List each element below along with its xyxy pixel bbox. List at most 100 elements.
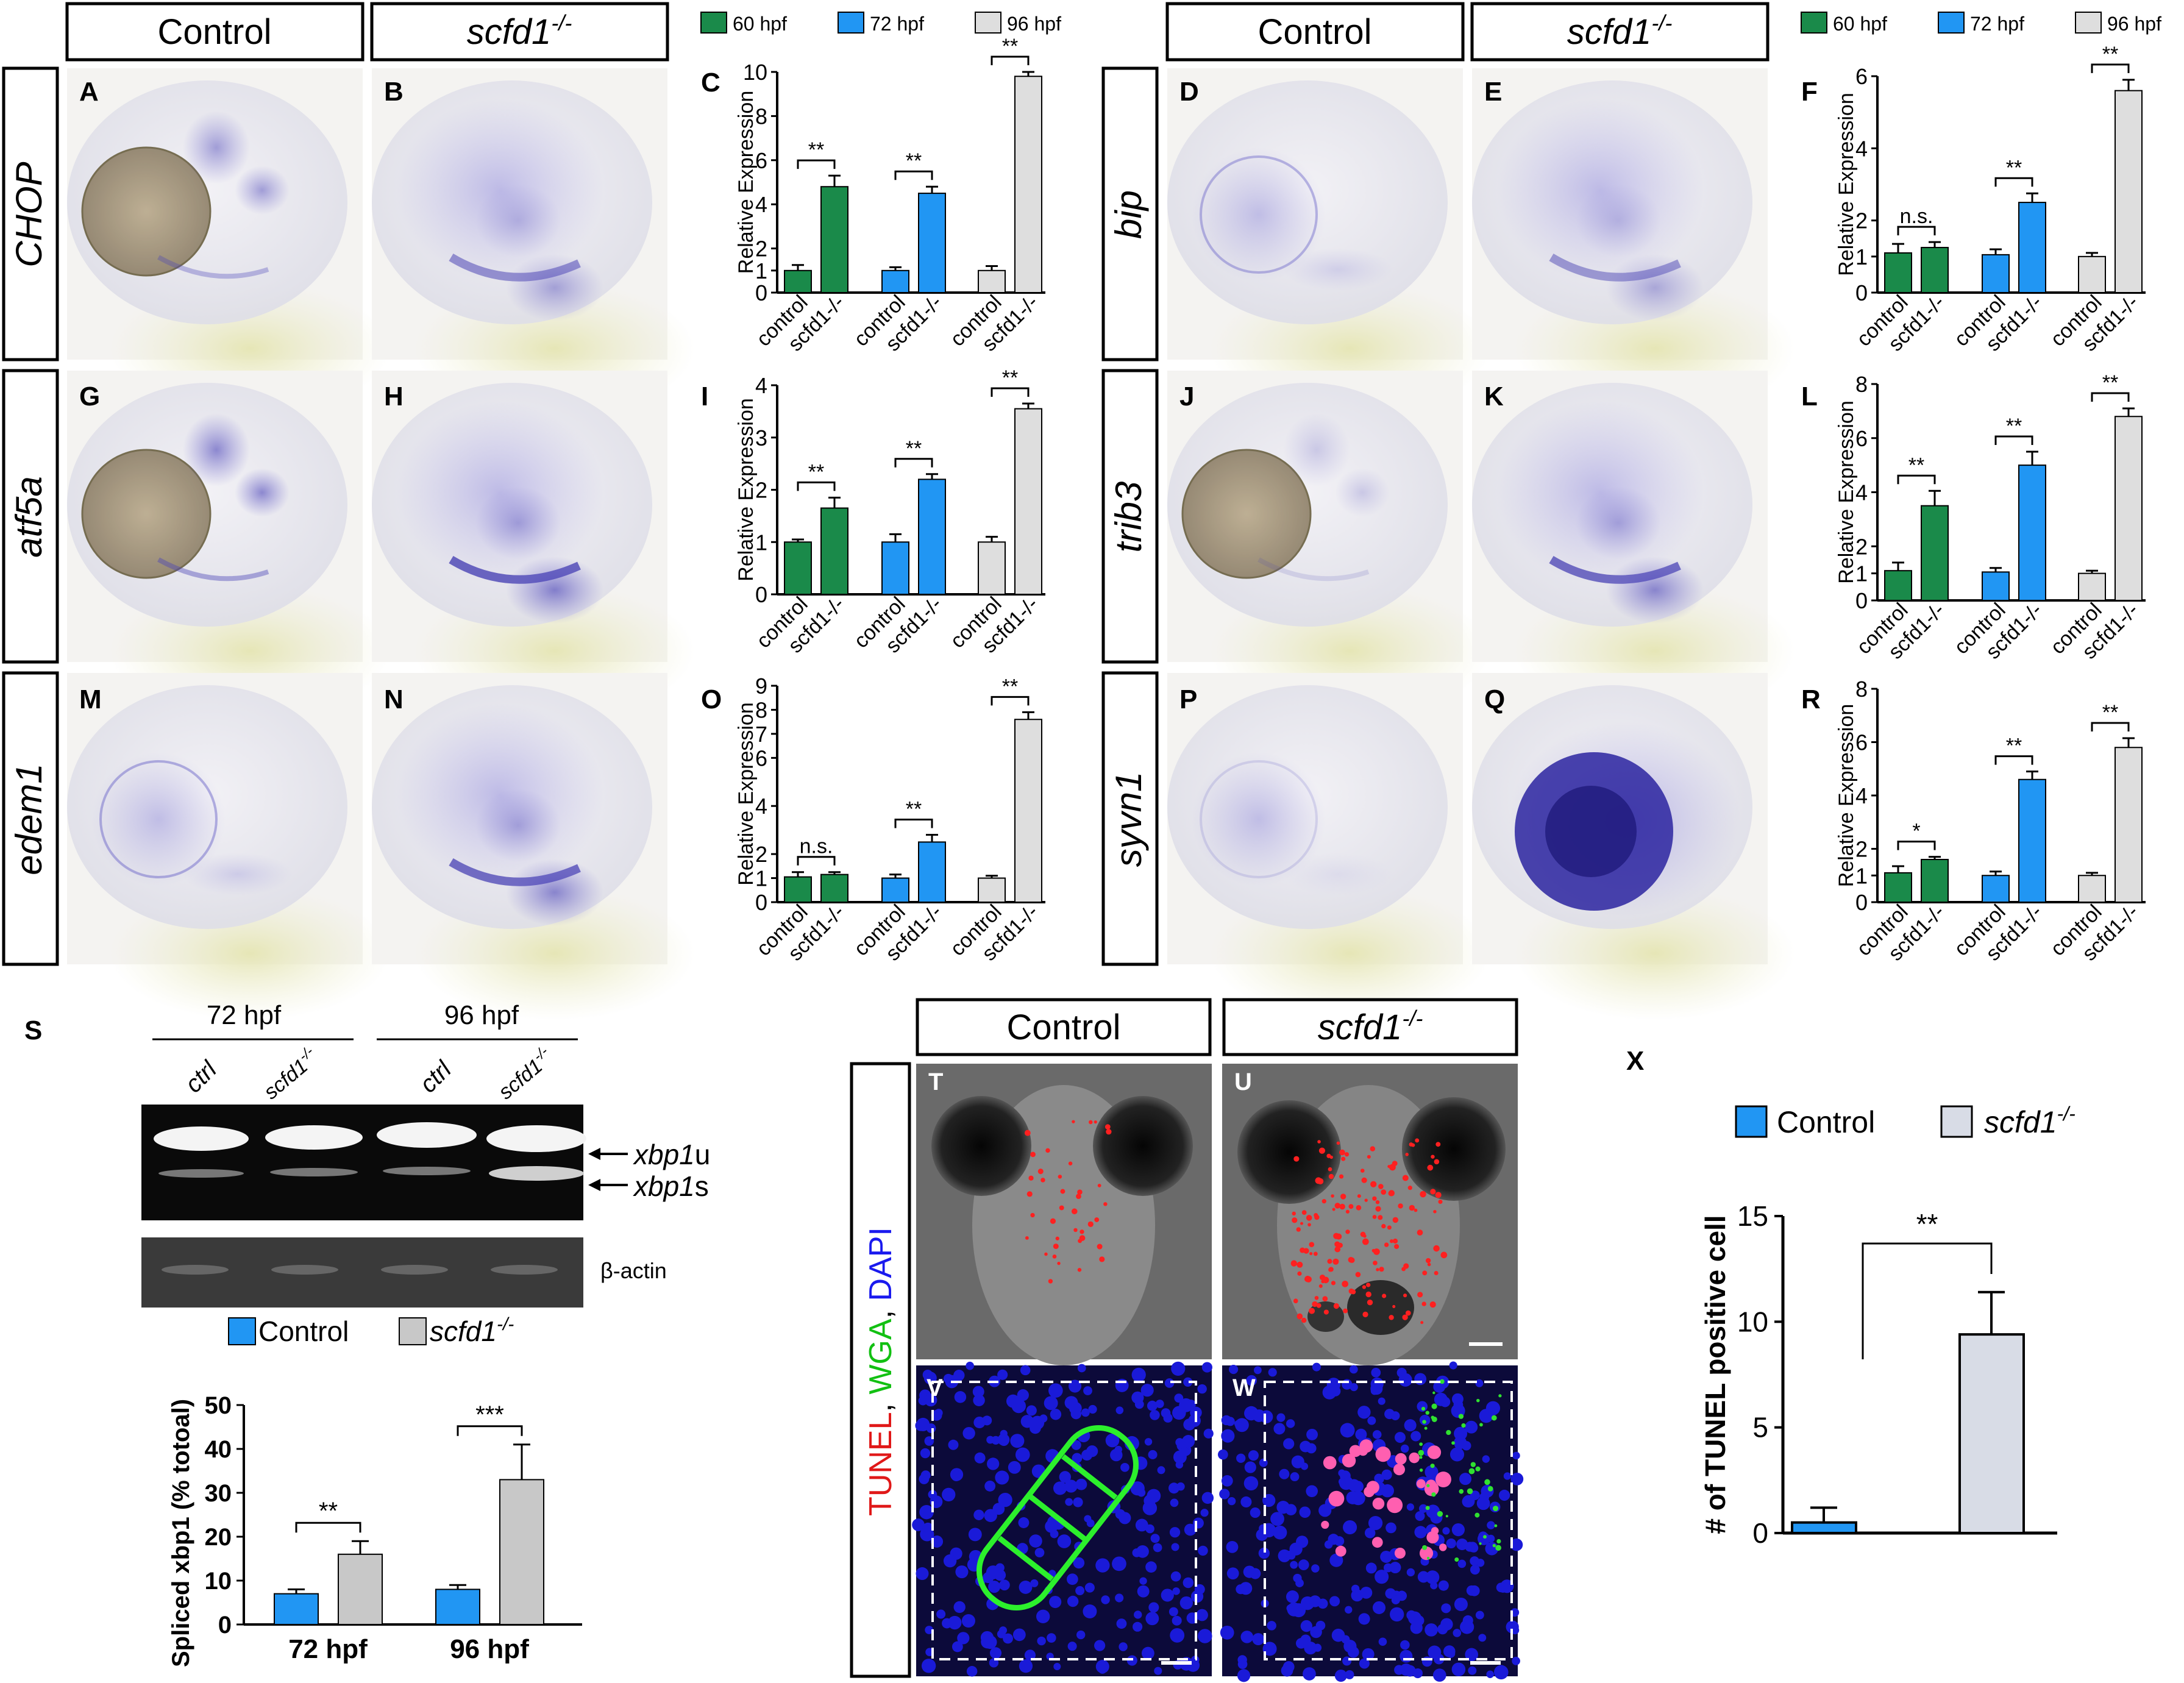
ish-image-atf5a-m bbox=[372, 371, 695, 718]
y-tick-label: 4 bbox=[1855, 783, 1868, 808]
significance-bracket bbox=[2091, 63, 2130, 73]
y-tick-label: 20 bbox=[205, 1524, 232, 1551]
bar bbox=[1791, 1521, 1857, 1535]
y-tick-label: 2 bbox=[1855, 208, 1868, 233]
legend-x-control: Control bbox=[1777, 1105, 1875, 1139]
ish-image-syvn1-c bbox=[1167, 673, 1490, 1020]
significance-label: *** bbox=[475, 1401, 504, 1428]
y-tick-label: 6 bbox=[1855, 730, 1868, 755]
tunel-header-mutant: scfd1-/- bbox=[1318, 1006, 1423, 1047]
header-control-left: Control bbox=[158, 12, 272, 52]
y-tick-label: 9 bbox=[755, 674, 767, 699]
tunel-panels: Control scfd1-/- TUNEL, WGA, DAPI bbox=[850, 998, 1524, 1682]
y-tick-label: 0 bbox=[1855, 890, 1868, 915]
letter-e: E bbox=[1484, 77, 1502, 107]
top-header-left: Control scfd1-/- bbox=[65, 2, 669, 62]
bar bbox=[1884, 252, 1912, 293]
gel-lane-mut-1: scfd1-/- bbox=[258, 1043, 323, 1104]
bar bbox=[274, 1593, 319, 1626]
legend-72-r: 72 hpf bbox=[1970, 13, 2024, 35]
legend-x-control-swatch bbox=[1735, 1105, 1768, 1138]
legend-96: 96 hpf bbox=[1007, 13, 1061, 35]
y-tick-label: 0 bbox=[755, 280, 767, 305]
significance-bracket bbox=[797, 856, 836, 866]
letter-l: L bbox=[1801, 382, 1818, 411]
bar bbox=[881, 269, 909, 293]
bar bbox=[2018, 202, 2046, 294]
y-tick-label: 10 bbox=[743, 60, 767, 85]
letter-b: B bbox=[384, 77, 404, 107]
gel-lane-mut-2: scfd1-/- bbox=[493, 1043, 558, 1104]
y-tick-label: 2 bbox=[755, 478, 767, 503]
y-tick-label: 1 bbox=[755, 530, 767, 555]
letter-d: D bbox=[1179, 77, 1199, 107]
significance-bracket bbox=[2091, 722, 2130, 731]
ish-image-edem1-m bbox=[372, 673, 695, 1020]
gel-stage-72: 72 hpf bbox=[207, 1000, 282, 1030]
letter-c: C bbox=[701, 68, 720, 98]
header-mutant-left: scfd1-/- bbox=[467, 10, 572, 52]
y-tick-label: 0 bbox=[755, 890, 767, 915]
bar bbox=[2018, 778, 2046, 903]
bar bbox=[2078, 572, 2106, 601]
significance-label: ** bbox=[1002, 675, 1018, 698]
y-tick-label: 4 bbox=[755, 373, 767, 398]
ish-image-chop-c bbox=[67, 68, 390, 416]
legend-x-mutant: scfd1-/- bbox=[1984, 1103, 2076, 1139]
legend-swatch-72 bbox=[838, 12, 864, 34]
y-tick-label: 1 bbox=[755, 258, 767, 283]
label-actin: β-actin bbox=[600, 1258, 667, 1283]
bar bbox=[1884, 872, 1912, 903]
legend-swatch-60 bbox=[700, 12, 727, 34]
gene-bip: bip bbox=[1108, 190, 1149, 239]
legend-swatch-60-r bbox=[1801, 12, 1827, 34]
panel-letters: A B C D E F G H I J K L M N O P Q R S X bbox=[24, 68, 1821, 1076]
bar bbox=[2018, 464, 2046, 601]
significance-label: ** bbox=[906, 149, 922, 173]
letter-f: F bbox=[1801, 77, 1818, 107]
legend-swatch-72-r bbox=[1938, 12, 1965, 34]
legend-72: 72 hpf bbox=[870, 13, 924, 35]
bar bbox=[1982, 254, 2010, 293]
bar bbox=[978, 541, 1006, 595]
y-axis-label: Relative Expression bbox=[735, 702, 758, 885]
bar bbox=[978, 877, 1006, 903]
gene-chop: CHOP bbox=[9, 162, 49, 267]
bar bbox=[1014, 408, 1042, 596]
bar bbox=[918, 193, 946, 293]
letter-u: U bbox=[1234, 1069, 1252, 1095]
legend-s-control: Control bbox=[258, 1315, 349, 1347]
tunel-header-control: Control bbox=[1007, 1008, 1121, 1047]
y-tick-label: 8 bbox=[755, 104, 767, 129]
y-axis-label: # of TUNEL positive cell bbox=[1699, 1215, 1731, 1534]
significance-label: ** bbox=[1908, 454, 1924, 477]
top-header-right: Control scfd1-/- bbox=[1165, 2, 1770, 62]
y-tick-label: 7 bbox=[755, 722, 767, 747]
y-axis-label: Relative Expression bbox=[1835, 93, 1858, 276]
y-tick-label: 1 bbox=[1855, 244, 1868, 269]
significance-label: ** bbox=[1916, 1208, 1938, 1240]
y-tick-label: 8 bbox=[755, 697, 767, 722]
tunel-stain-label: TUNEL, WGA, DAPI bbox=[863, 1227, 898, 1516]
legend-x-mutant-swatch bbox=[1940, 1105, 1973, 1138]
letter-t: T bbox=[928, 1069, 943, 1095]
y-tick-label: 8 bbox=[1855, 677, 1868, 702]
significance-label: ** bbox=[906, 798, 922, 821]
gel-lane-ctrl-2: ctrl bbox=[414, 1056, 457, 1098]
panel-s-gel: 72 hpf 96 hpf ctrl scfd1-/- ctrl scfd1-/… bbox=[141, 1000, 710, 1347]
significance-label: ** bbox=[1002, 366, 1018, 390]
y-tick-label: 0 bbox=[1855, 280, 1868, 305]
legend-60-r: 60 hpf bbox=[1833, 13, 1887, 35]
legend-s-mutant: scfd1-/- bbox=[430, 1314, 514, 1347]
header-control-right: Control bbox=[1258, 12, 1372, 52]
legend-swatch-96-r bbox=[2075, 12, 2102, 34]
y-axis-label: Relative Expression bbox=[1835, 400, 1858, 583]
x-tick-label: 96 hpf bbox=[450, 1634, 529, 1664]
bar bbox=[2078, 875, 2106, 903]
significance-bracket bbox=[797, 159, 836, 169]
significance-bracket bbox=[991, 696, 1030, 706]
y-axis-label: Relative Expression bbox=[1835, 704, 1858, 887]
y-axis-label: Spliced xbp1 (% totoal) bbox=[168, 1399, 194, 1667]
